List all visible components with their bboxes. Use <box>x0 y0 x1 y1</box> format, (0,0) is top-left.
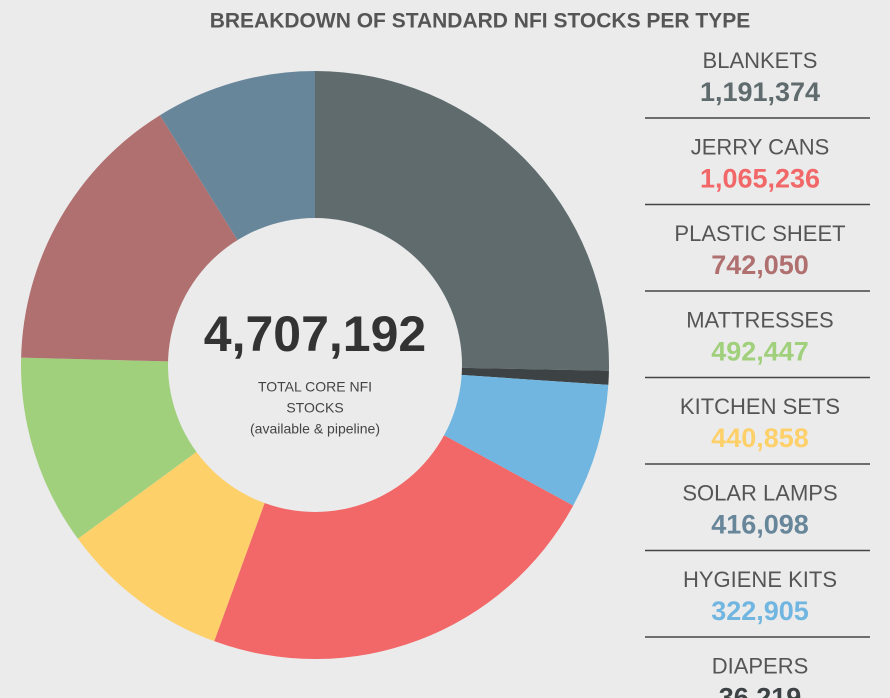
chart-title: BREAKDOWN OF STANDARD NFI STOCKS PER TYP… <box>210 10 751 33</box>
donut-hole <box>168 218 462 512</box>
center-text: STOCKS <box>286 400 343 416</box>
legend-value: 322,905 <box>711 596 809 626</box>
legend-value: 742,050 <box>711 250 809 280</box>
legend-value: 416,098 <box>711 510 809 540</box>
legend-label: SOLAR LAMPS <box>682 480 837 505</box>
legend-value: 1,191,374 <box>700 77 820 107</box>
legend-label: JERRY CANS <box>691 134 830 159</box>
center-text: (available & pipeline) <box>250 421 380 437</box>
legend-label: PLASTIC SHEET <box>674 221 845 246</box>
legend-value: 492,447 <box>711 337 809 367</box>
legend-label: MATTRESSES <box>686 307 834 332</box>
total-value: 4,707,192 <box>204 306 426 362</box>
legend-label: HYGIENE KITS <box>683 567 837 592</box>
legend-label: KITCHEN SETS <box>680 394 840 419</box>
legend-value: 1,065,236 <box>700 164 820 194</box>
legend: BLANKETS 1,191,374 JERRY CANS 1,065,236 PLAS… <box>645 48 870 698</box>
legend-value: 440,858 <box>711 423 809 453</box>
center-text: TOTAL CORE NFI <box>258 379 372 395</box>
legend-label: BLANKETS <box>703 48 818 73</box>
legend-label: DIAPERS <box>712 653 809 678</box>
legend-value: 36,219 <box>719 683 802 698</box>
